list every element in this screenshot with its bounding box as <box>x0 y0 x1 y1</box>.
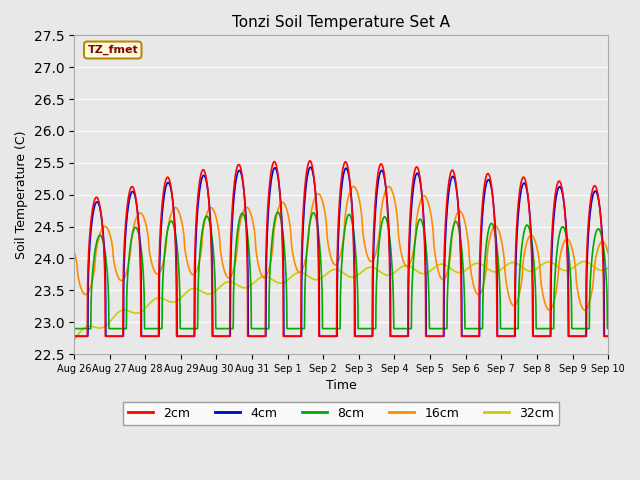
Legend: 2cm, 4cm, 8cm, 16cm, 32cm: 2cm, 4cm, 8cm, 16cm, 32cm <box>123 402 559 425</box>
2cm <box>461 334 468 339</box>
Line: 4cm: 4cm <box>74 167 608 336</box>
32cm <box>580 259 588 264</box>
4cm <box>70 334 78 339</box>
8cm <box>491 230 499 236</box>
2cm <box>321 334 329 339</box>
4cm <box>461 334 468 339</box>
16cm <box>431 252 439 258</box>
32cm <box>431 264 439 270</box>
16cm <box>321 210 329 216</box>
16cm <box>166 215 174 221</box>
2cm <box>70 334 78 339</box>
X-axis label: Time: Time <box>326 379 356 392</box>
4cm <box>491 220 499 226</box>
4cm <box>321 334 329 339</box>
16cm <box>70 249 78 254</box>
Title: Tonzi Soil Temperature Set A: Tonzi Soil Temperature Set A <box>232 15 450 30</box>
16cm <box>581 307 589 313</box>
32cm <box>166 299 174 305</box>
8cm <box>604 326 612 332</box>
16cm <box>604 248 611 254</box>
2cm <box>166 179 174 185</box>
32cm <box>604 265 611 271</box>
16cm <box>604 250 612 256</box>
16cm <box>461 218 468 224</box>
2cm <box>491 226 499 231</box>
8cm <box>604 326 611 332</box>
32cm <box>461 268 468 274</box>
2cm <box>604 334 611 339</box>
Line: 2cm: 2cm <box>74 161 608 336</box>
8cm <box>461 304 468 310</box>
4cm <box>307 164 314 170</box>
32cm <box>491 269 499 275</box>
32cm <box>321 273 329 278</box>
4cm <box>604 334 611 339</box>
8cm <box>274 209 282 215</box>
8cm <box>321 326 329 332</box>
16cm <box>491 223 499 229</box>
8cm <box>431 326 439 332</box>
Line: 8cm: 8cm <box>74 212 608 329</box>
8cm <box>70 326 78 332</box>
32cm <box>604 265 612 271</box>
4cm <box>431 334 439 339</box>
2cm <box>604 334 612 339</box>
2cm <box>431 334 439 339</box>
Y-axis label: Soil Temperature (C): Soil Temperature (C) <box>15 131 28 259</box>
32cm <box>70 337 78 343</box>
4cm <box>166 182 174 188</box>
16cm <box>349 183 357 189</box>
Line: 16cm: 16cm <box>74 186 608 310</box>
8cm <box>166 219 174 225</box>
Line: 32cm: 32cm <box>74 262 608 340</box>
4cm <box>604 334 612 339</box>
Text: TZ_fmet: TZ_fmet <box>88 45 138 55</box>
2cm <box>306 158 314 164</box>
